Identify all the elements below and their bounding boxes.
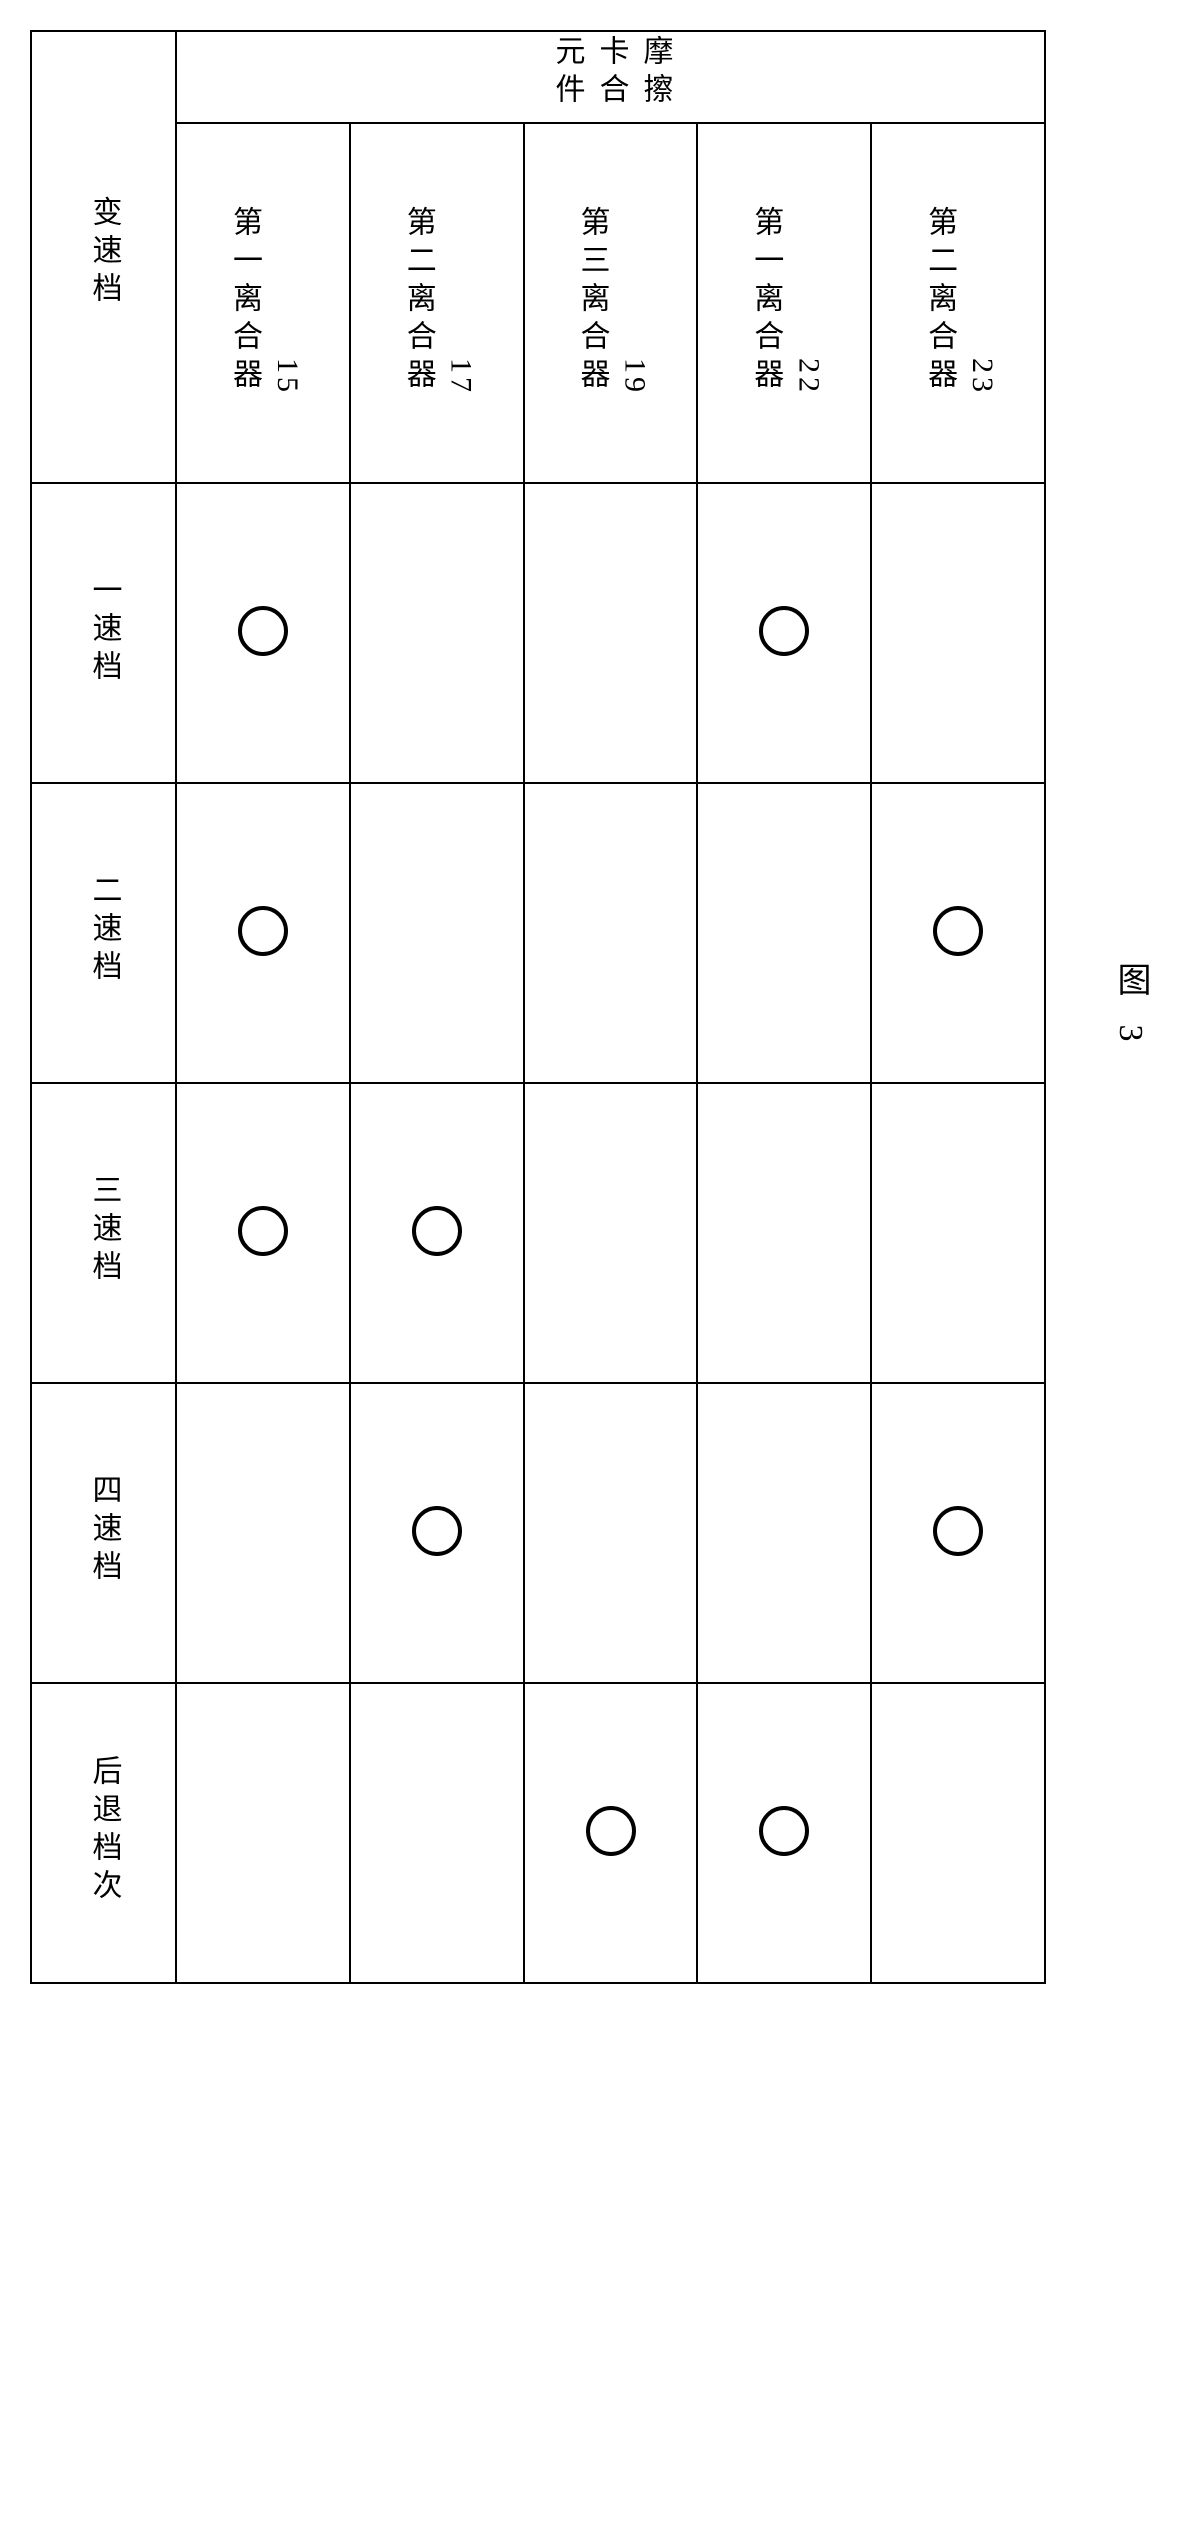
row-label-4: 后退档次 xyxy=(82,1755,126,1907)
col-header-label-2: 第三离合器 xyxy=(570,206,614,396)
engaged-mark-icon xyxy=(759,606,809,656)
cell-3-3 xyxy=(697,1383,871,1683)
col-header-label-1: 第二离合器 xyxy=(396,206,440,396)
cell-3-1 xyxy=(350,1383,524,1683)
row-label-cell-3: 四速档 xyxy=(31,1383,176,1683)
row-label-cell-0: 一速档 xyxy=(31,483,176,783)
engaged-mark-icon xyxy=(933,1506,983,1556)
cell-4-4 xyxy=(871,1683,1045,1983)
cell-3-4 xyxy=(871,1383,1045,1683)
col-header-num-2: 19 xyxy=(618,358,652,396)
row-label-0: 一速档 xyxy=(82,574,126,688)
engaged-mark-icon xyxy=(586,1806,636,1856)
cell-2-3 xyxy=(697,1083,871,1383)
row-label-cell-2: 三速档 xyxy=(31,1083,176,1383)
cell-4-0 xyxy=(176,1683,350,1983)
table-row: 三速档 xyxy=(31,1083,1045,1383)
cell-0-3 xyxy=(697,483,871,783)
cell-0-4 xyxy=(871,483,1045,783)
cell-2-1 xyxy=(350,1083,524,1383)
col-header-num-4: 23 xyxy=(965,358,999,396)
engaged-mark-icon xyxy=(238,606,288,656)
cell-3-2 xyxy=(524,1383,698,1683)
table-row: 四速档 xyxy=(31,1383,1045,1683)
cell-1-3 xyxy=(697,783,871,1083)
row-label-1: 二速档 xyxy=(82,874,126,988)
cell-4-1 xyxy=(350,1683,524,1983)
row-header-title-cell: 变速档 xyxy=(31,31,176,483)
engaged-mark-icon xyxy=(238,1206,288,1256)
row-header-title: 变速档 xyxy=(82,196,126,310)
cell-2-0 xyxy=(176,1083,350,1383)
table-row: 二速档 xyxy=(31,783,1045,1083)
cell-0-0 xyxy=(176,483,350,783)
row-label-3: 四速档 xyxy=(82,1474,126,1588)
row-label-cell-4: 后退档次 xyxy=(31,1683,176,1983)
engaged-mark-icon xyxy=(412,1206,462,1256)
col-header-num-1: 17 xyxy=(444,358,478,396)
column-header-row: 第一离合器 15 第二离合器 17 第三离合器 19 第一离合器 22 第二离合… xyxy=(31,123,1045,483)
col-header-0: 第一离合器 15 xyxy=(176,123,350,483)
row-label-cell-1: 二速档 xyxy=(31,783,176,1083)
spanning-header: 摩擦卡合元件 xyxy=(545,33,677,113)
col-header-4: 第二离合器 23 xyxy=(871,123,1045,483)
header-top-row: 变速档 摩擦卡合元件 xyxy=(31,31,1045,123)
cell-0-1 xyxy=(350,483,524,783)
figure-caption: 图 3 xyxy=(1106,962,1155,1052)
cell-2-2 xyxy=(524,1083,698,1383)
cell-1-2 xyxy=(524,783,698,1083)
engaged-mark-icon xyxy=(238,906,288,956)
col-header-num-3: 22 xyxy=(791,358,825,396)
cell-3-0 xyxy=(176,1383,350,1683)
cell-1-4 xyxy=(871,783,1045,1083)
cell-1-1 xyxy=(350,783,524,1083)
cell-2-4 xyxy=(871,1083,1045,1383)
col-header-label-3: 第一离合器 xyxy=(743,206,787,396)
col-header-3: 第一离合器 22 xyxy=(697,123,871,483)
col-header-label-4: 第二离合器 xyxy=(917,206,961,396)
spanning-header-cell: 摩擦卡合元件 xyxy=(176,31,1045,123)
engaged-mark-icon xyxy=(759,1806,809,1856)
table-row: 后退档次 xyxy=(31,1683,1045,1983)
engaged-mark-icon xyxy=(933,906,983,956)
cell-4-3 xyxy=(697,1683,871,1983)
col-header-num-0: 15 xyxy=(270,358,304,396)
cell-4-2 xyxy=(524,1683,698,1983)
cell-0-2 xyxy=(524,483,698,783)
engaged-mark-icon xyxy=(412,1506,462,1556)
col-header-label-0: 第一离合器 xyxy=(222,206,266,396)
page: 变速档 摩擦卡合元件 第一离合器 15 第二离合器 17 第三离合器 19 第一… xyxy=(30,30,1155,1984)
cell-1-0 xyxy=(176,783,350,1083)
table-row: 一速档 xyxy=(31,483,1045,783)
engagement-table: 变速档 摩擦卡合元件 第一离合器 15 第二离合器 17 第三离合器 19 第一… xyxy=(30,30,1046,1984)
col-header-1: 第二离合器 17 xyxy=(350,123,524,483)
row-label-2: 三速档 xyxy=(82,1174,126,1288)
col-header-2: 第三离合器 19 xyxy=(524,123,698,483)
